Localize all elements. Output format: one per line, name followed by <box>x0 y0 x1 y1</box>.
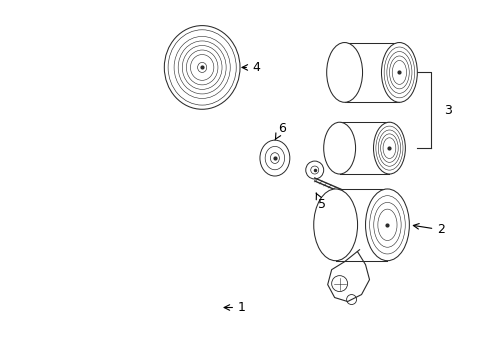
Text: 4: 4 <box>242 61 260 74</box>
Ellipse shape <box>382 42 417 102</box>
Text: 1: 1 <box>224 301 246 314</box>
Ellipse shape <box>366 189 409 261</box>
Text: 3: 3 <box>444 104 452 117</box>
Ellipse shape <box>314 189 358 261</box>
Ellipse shape <box>373 122 405 174</box>
Text: 2: 2 <box>414 223 445 236</box>
Text: 6: 6 <box>275 122 286 140</box>
Text: 5: 5 <box>316 193 326 211</box>
Ellipse shape <box>327 42 363 102</box>
Ellipse shape <box>324 122 356 174</box>
